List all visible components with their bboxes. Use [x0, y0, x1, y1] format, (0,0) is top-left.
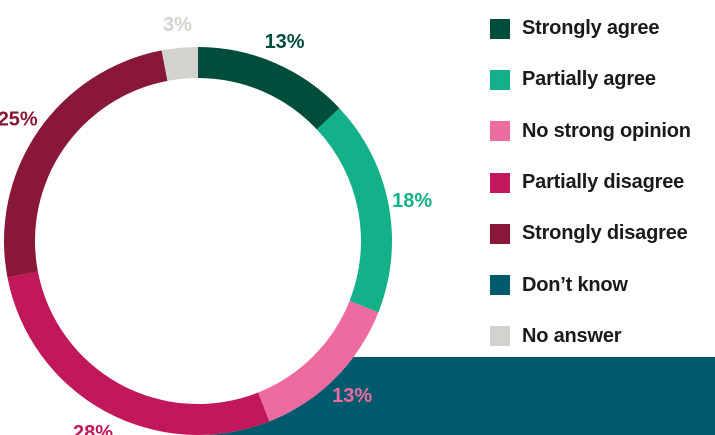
legend-label: No strong opinion [522, 119, 691, 142]
legend-swatch [490, 121, 510, 142]
donut-backdrop [4, 47, 392, 435]
legend-swatch [490, 275, 510, 296]
legend-item: Strongly disagree [490, 208, 691, 259]
legend-item: No answer [490, 311, 691, 362]
slice-value-label: 13% [265, 31, 305, 53]
legend-label: No answer [522, 324, 622, 347]
legend-label: Partially disagree [522, 171, 685, 194]
donut-slice [258, 301, 379, 422]
legend-swatch [490, 223, 510, 244]
donut-slice [3, 50, 168, 278]
legend-label: Partially agree [522, 68, 656, 91]
legend-label: Strongly agree [522, 17, 660, 40]
legend-swatch [490, 326, 510, 347]
slice-value-label: 3% [163, 14, 192, 36]
chart-legend: Strongly agree Partially agree No strong o… [490, 3, 691, 362]
slice-value-label: 25% [0, 108, 38, 130]
donut-slice [7, 271, 270, 435]
legend-item: Strongly agree [490, 3, 691, 54]
legend-item: Partially agree [490, 54, 691, 105]
legend-swatch [490, 18, 510, 39]
legend-label: Strongly disagree [522, 222, 688, 245]
legend-label: Don’t know [522, 273, 628, 296]
legend-item: Partially disagree [490, 157, 691, 208]
slice-value-label: 13% [332, 385, 372, 407]
donut-slice [316, 108, 392, 313]
donut-slice [198, 47, 340, 130]
legend-item: Don’t know [490, 259, 691, 310]
donut-slice [161, 47, 198, 81]
slice-value-label: 28% [73, 422, 113, 435]
slice-value-label: 18% [392, 190, 432, 212]
legend-swatch [490, 172, 510, 193]
legend-swatch [490, 69, 510, 90]
legend-item: No strong opinion [490, 106, 691, 157]
